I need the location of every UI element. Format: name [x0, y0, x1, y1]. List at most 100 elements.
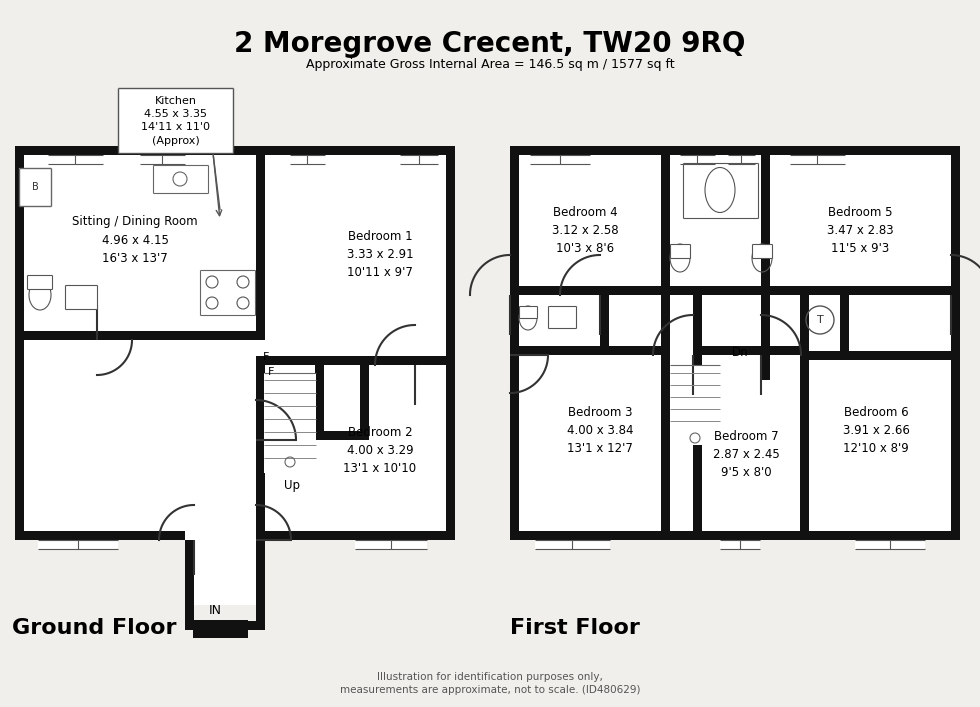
Text: Bedroom 7
2.87 x 2.45
9'5 x 8'0: Bedroom 7 2.87 x 2.45 9'5 x 8'0: [712, 431, 779, 479]
Bar: [185, 540, 194, 630]
Bar: [670, 365, 720, 445]
Bar: [510, 286, 670, 295]
Bar: [38, 540, 118, 549]
Text: Bedroom 6
3.91 x 2.66
12'10 x 8'9: Bedroom 6 3.91 x 2.66 12'10 x 8'9: [843, 406, 909, 455]
Bar: [670, 286, 770, 295]
Bar: [530, 155, 590, 164]
Bar: [510, 155, 960, 540]
Bar: [15, 146, 265, 155]
Text: measurements are approximate, not to scale. (ID480629): measurements are approximate, not to sca…: [340, 685, 640, 695]
Text: Up: Up: [284, 479, 300, 491]
Bar: [600, 295, 609, 355]
Bar: [256, 440, 265, 495]
Bar: [510, 531, 960, 540]
Bar: [48, 155, 103, 164]
Bar: [510, 155, 519, 540]
Bar: [661, 155, 670, 295]
Bar: [200, 270, 255, 315]
Bar: [446, 155, 455, 540]
Bar: [355, 540, 427, 549]
Text: Sitting / Dining Room
4.96 x 4.15
16'3 x 13'7: Sitting / Dining Room 4.96 x 4.15 16'3 x…: [73, 216, 198, 264]
Bar: [800, 355, 809, 540]
Bar: [15, 331, 256, 340]
Bar: [720, 540, 760, 549]
Bar: [256, 540, 265, 630]
Bar: [290, 155, 325, 164]
Bar: [661, 295, 670, 540]
Bar: [600, 295, 661, 304]
Bar: [265, 531, 455, 540]
Text: Ground Floor: Ground Floor: [12, 618, 176, 638]
Text: B: B: [31, 182, 38, 192]
Bar: [951, 155, 960, 540]
Text: Illustration for identification purposes only,: Illustration for identification purposes…: [377, 672, 603, 682]
Bar: [510, 146, 960, 155]
Bar: [693, 346, 800, 355]
Bar: [510, 295, 519, 345]
Bar: [790, 155, 845, 164]
Text: IN: IN: [209, 604, 221, 617]
Text: Bedroom 3
4.00 x 3.84
13'1 x 12'7: Bedroom 3 4.00 x 3.84 13'1 x 12'7: [566, 406, 633, 455]
Bar: [840, 295, 849, 360]
Bar: [118, 88, 233, 153]
Bar: [855, 540, 925, 549]
Bar: [265, 146, 455, 155]
Bar: [15, 331, 97, 340]
Bar: [15, 155, 265, 540]
Bar: [15, 155, 24, 540]
Text: F: F: [263, 352, 270, 362]
Bar: [360, 365, 415, 374]
Text: Bedroom 5
3.47 x 2.83
11'5 x 9'3: Bedroom 5 3.47 x 2.83 11'5 x 9'3: [827, 206, 894, 255]
Bar: [315, 431, 360, 440]
Text: Approximate Gross Internal Area = 146.5 sq m / 1577 sq ft: Approximate Gross Internal Area = 146.5 …: [306, 58, 674, 71]
Text: Bedroom 1
3.33 x 2.91
10'11 x 9'7: Bedroom 1 3.33 x 2.91 10'11 x 9'7: [347, 230, 414, 279]
Bar: [510, 295, 519, 345]
Text: First Floor: First Floor: [510, 618, 640, 638]
Text: F: F: [268, 367, 274, 377]
Text: Bedroom 4
3.12 x 2.58
10'3 x 8'6: Bedroom 4 3.12 x 2.58 10'3 x 8'6: [552, 206, 618, 255]
Bar: [519, 306, 537, 318]
Bar: [19, 168, 51, 206]
Bar: [97, 340, 132, 349]
Bar: [680, 155, 715, 164]
Bar: [264, 373, 316, 473]
Bar: [15, 531, 185, 540]
Bar: [761, 295, 770, 380]
Bar: [670, 244, 690, 258]
Bar: [683, 163, 758, 218]
Text: 2 Moregrove Crecent, TW20 9RQ: 2 Moregrove Crecent, TW20 9RQ: [234, 30, 746, 58]
Bar: [265, 155, 455, 540]
Bar: [510, 346, 661, 355]
Bar: [728, 155, 755, 164]
Bar: [800, 295, 809, 360]
Bar: [360, 365, 369, 440]
Bar: [185, 540, 265, 605]
Bar: [256, 356, 455, 365]
Bar: [315, 365, 324, 440]
Bar: [761, 355, 770, 405]
Text: Kitchen
4.55 x 3.35
14'11 x 11'0
(Approx): Kitchen 4.55 x 3.35 14'11 x 11'0 (Approx…: [141, 96, 210, 146]
Bar: [132, 331, 256, 340]
Bar: [600, 295, 661, 304]
Bar: [535, 540, 610, 549]
Text: Dn: Dn: [732, 346, 749, 358]
Bar: [140, 155, 185, 164]
Bar: [942, 295, 951, 345]
Bar: [153, 165, 208, 193]
Bar: [185, 621, 256, 630]
Bar: [510, 295, 519, 345]
Text: Bedroom 2
4.00 x 3.29
13'1 x 10'10: Bedroom 2 4.00 x 3.29 13'1 x 10'10: [343, 426, 416, 474]
Bar: [800, 351, 951, 360]
Bar: [752, 244, 772, 258]
Bar: [693, 295, 702, 540]
Bar: [65, 285, 97, 309]
Bar: [770, 286, 951, 295]
Bar: [548, 306, 576, 328]
Bar: [693, 355, 702, 405]
Bar: [761, 155, 770, 295]
Bar: [256, 365, 265, 540]
Text: T: T: [816, 315, 823, 325]
Bar: [193, 620, 248, 638]
Bar: [27, 275, 52, 289]
Bar: [209, 340, 218, 387]
